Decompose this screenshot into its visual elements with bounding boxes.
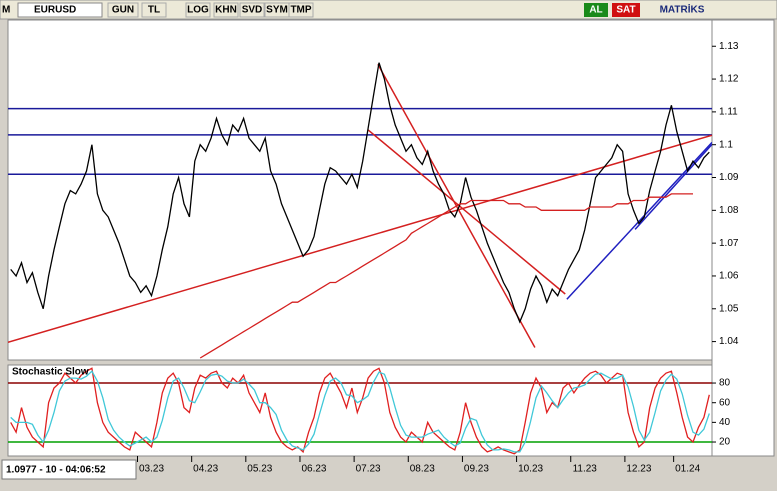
symbol-box[interactable] — [17, 2, 103, 18]
series-line — [199, 193, 693, 359]
y-tick-label: 40 — [719, 417, 731, 428]
y-tick-label: 1.06 — [719, 271, 739, 282]
status-box — [1, 459, 137, 480]
sell-label: SAT — [616, 5, 635, 16]
x-tick-label: 04.23 — [193, 464, 218, 475]
value-axis-area — [711, 19, 775, 457]
y-tick-label: 60 — [719, 397, 731, 408]
toolbar-button-label: TMP — [290, 5, 311, 16]
x-tick-label: 01.24 — [675, 464, 700, 475]
symbol: EURUSD — [34, 5, 76, 16]
trend-line — [367, 129, 566, 295]
buy-button[interactable] — [584, 3, 608, 17]
toolbar-button[interactable] — [107, 2, 139, 18]
y-tick-label: 1.05 — [719, 303, 739, 314]
x-tick-label: 10.23 — [518, 464, 543, 475]
sell-button[interactable] — [612, 3, 640, 17]
trend-line — [566, 141, 712, 300]
trend-line — [8, 134, 712, 343]
toolbar-button[interactable] — [288, 2, 314, 18]
y-tick-label: 1.13 — [719, 41, 739, 52]
toolbar-button[interactable] — [239, 2, 265, 18]
y-tick-label: 1.07 — [719, 238, 739, 249]
brand: MATRİKS — [660, 3, 705, 16]
toolbar-button[interactable] — [185, 2, 211, 18]
status: 1.0977 - 10 - 04:06:52 — [6, 465, 106, 476]
toolbar-button-label: LOG — [187, 5, 209, 16]
y-tick-label: 1.12 — [719, 74, 739, 85]
toolbar-button-label: KHN — [215, 5, 237, 16]
toolbar-button-label: GUN — [112, 5, 134, 16]
price-plot — [8, 62, 712, 359]
toolbar-button-label: SYM — [266, 5, 288, 16]
x-tick-label: 08.23 — [410, 464, 435, 475]
toolbar-button-label: TL — [148, 5, 160, 16]
y-tick-label: 1.1 — [719, 139, 733, 150]
trend-line — [634, 143, 712, 230]
x-tick-label: 07.23 — [356, 464, 381, 475]
y-tick-label: 80 — [719, 378, 731, 389]
x-tick-label: 06.23 — [301, 464, 326, 475]
y-tick-label: 1.04 — [719, 336, 739, 347]
x-tick-label: 12.23 — [626, 464, 651, 475]
series-line — [10, 367, 710, 455]
x-tick-label: 11.23 — [573, 464, 598, 475]
y-tick-label: 1.08 — [719, 205, 739, 216]
panel-title: Stochastic Slow — [12, 367, 89, 378]
stoch-plot — [8, 367, 712, 455]
y-tick-label: 20 — [719, 437, 731, 448]
x-tick-label: 05.23 — [247, 464, 272, 475]
toolbar-button-label: SVD — [242, 5, 263, 16]
buy-label: AL — [589, 5, 602, 16]
toolbar-button[interactable] — [213, 2, 239, 18]
price-panel — [7, 19, 713, 361]
series-line — [10, 370, 710, 453]
y-tick-label: 1.11 — [719, 107, 738, 118]
series-line — [10, 62, 710, 324]
symbol-icon: M — [2, 5, 10, 16]
x-tick-label: 03.23 — [139, 464, 164, 475]
x-tick-label: 09.23 — [464, 464, 489, 475]
stoch-panel — [7, 364, 713, 457]
toolbar-button[interactable] — [141, 2, 167, 18]
y-tick-label: 1.09 — [719, 172, 739, 183]
